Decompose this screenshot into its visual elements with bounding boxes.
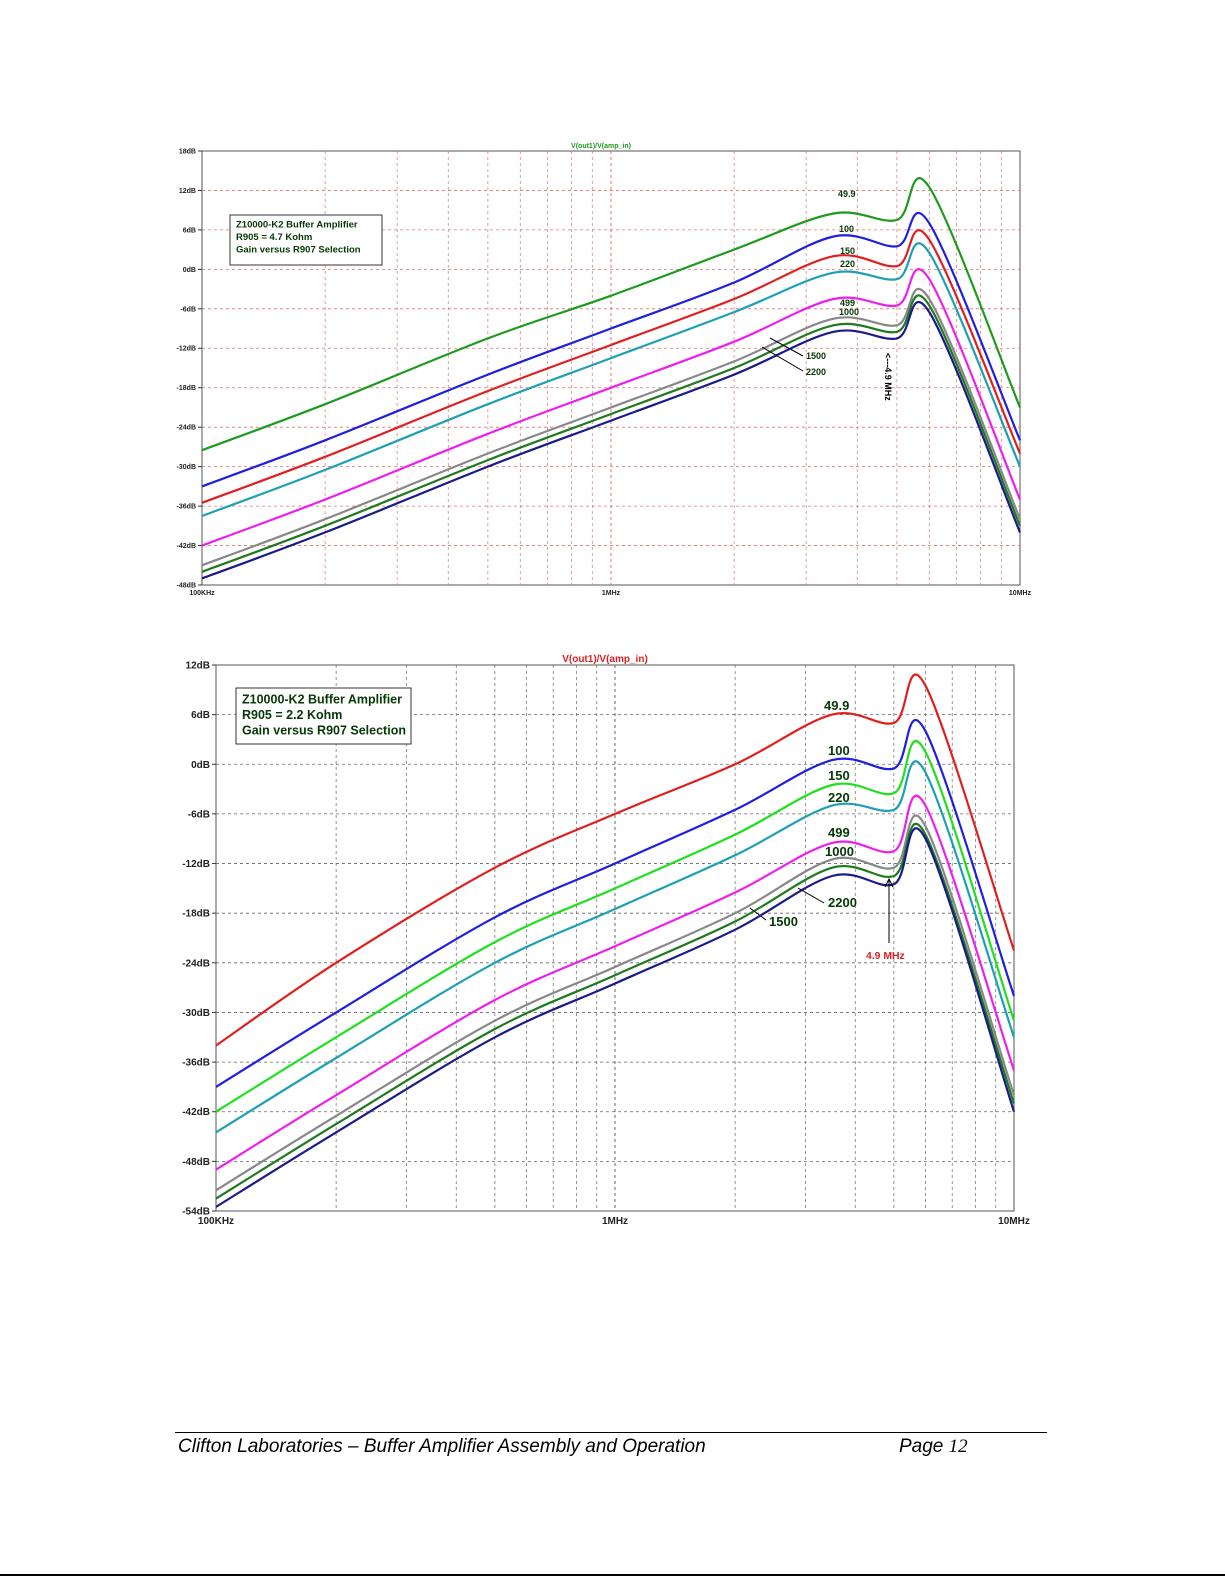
series-label-1000: 1000: [839, 307, 859, 317]
legend-box-line: R905 = 4.7 Kohm: [236, 232, 312, 243]
x-tick-label: 1MHz: [602, 590, 621, 597]
footer-page-number: 12: [948, 1436, 968, 1457]
y-tick-label: -18dB: [177, 385, 196, 392]
series-line-150: [215, 740, 1016, 1113]
series-line-150: [201, 229, 1022, 504]
y-tick-label: -42dB: [177, 543, 196, 550]
series-line-49-9: [215, 673, 1016, 1047]
x-tick-label: 10MHz: [998, 1216, 1030, 1227]
series-line-2200: [201, 301, 1022, 580]
y-tick-label: -30dB: [177, 464, 196, 471]
y-tick-label: -54dB: [182, 1207, 210, 1218]
y-tick-label: 0dB: [183, 267, 196, 274]
chart-title: V(out1)/V(amp_in): [562, 654, 648, 665]
series-line-2200: [215, 827, 1016, 1208]
y-tick-label: -18dB: [182, 909, 210, 920]
page-footer: Clifton Laboratories – Buffer Amplifier …: [178, 1436, 1038, 1462]
series-label-220: 220: [840, 259, 855, 269]
series-label-499: 499: [828, 825, 850, 840]
legend-box-line: Gain versus R907 Selection: [236, 245, 361, 256]
series-label-100: 100: [839, 224, 854, 234]
y-tick-label: -48dB: [177, 582, 196, 589]
series-leader-2200: [797, 887, 825, 904]
y-tick-label: -24dB: [177, 425, 196, 432]
legend-box-line: R905 = 2.2 Kohm: [242, 708, 342, 722]
series-line-1500: [215, 823, 1016, 1200]
y-tick-label: 12dB: [186, 661, 210, 672]
x-tick-label: 10MHz: [1009, 590, 1032, 597]
y-tick-label: 0dB: [191, 760, 210, 771]
y-tick-label: 12dB: [179, 188, 196, 195]
y-tick-label: 6dB: [183, 227, 196, 234]
series-label-499: 499: [840, 298, 855, 308]
series-label-220: 220: [828, 790, 850, 805]
series-label-1500: 1500: [806, 351, 826, 361]
y-tick-label: -36dB: [177, 504, 196, 511]
series-label-49-9: 49.9: [838, 189, 856, 199]
freq-annotation: <---4.9 MHz: [883, 353, 893, 401]
y-tick-label: -36dB: [182, 1058, 210, 1069]
footer-page-label: Page: [899, 1436, 944, 1457]
freq-arrow-head: [884, 877, 894, 888]
y-tick-label: -42dB: [182, 1107, 210, 1118]
series-line-49-9: [201, 177, 1022, 452]
y-tick-label: -48dB: [182, 1157, 210, 1168]
series-leader-1500: [769, 337, 804, 357]
freq-annotation: 4.9 MHz: [866, 951, 905, 962]
y-tick-label: -6dB: [188, 809, 210, 820]
series-label-150: 150: [840, 246, 855, 256]
series-leader-2200: [761, 346, 804, 372]
y-tick-label: -24dB: [182, 958, 210, 969]
y-tick-label: -30dB: [182, 1008, 210, 1019]
series-label-150: 150: [828, 768, 850, 783]
y-tick-label: 18dB: [179, 148, 196, 155]
series-label-2200: 2200: [806, 367, 826, 377]
series-line-100: [201, 212, 1022, 488]
legend-box: [229, 214, 383, 266]
x-tick-label: 100KHz: [189, 590, 215, 597]
y-tick-label: -12dB: [182, 859, 210, 870]
series-label-1500: 1500: [769, 914, 798, 929]
legend-box-line: Z10000-K2 Buffer Amplifier: [236, 220, 358, 231]
series-line-220: [201, 242, 1022, 518]
footer-title: Clifton Laboratories – Buffer Amplifier …: [178, 1436, 706, 1457]
series-line-499: [201, 268, 1022, 547]
x-tick-label: 100KHz: [198, 1216, 234, 1227]
y-tick-label: 6dB: [191, 710, 210, 721]
series-label-2200: 2200: [828, 895, 857, 910]
y-tick-label: -6dB: [180, 306, 196, 313]
series-line-1000: [215, 814, 1016, 1192]
x-tick-label: 1MHz: [602, 1216, 628, 1227]
series-label-49-9: 49.9: [824, 698, 849, 713]
series-label-100: 100: [828, 743, 850, 758]
footer-rule: [175, 1432, 1047, 1433]
legend-box-line: Z10000-K2 Buffer Amplifier: [242, 693, 402, 707]
footer-page: Page 12: [899, 1436, 968, 1458]
chart-title: V(out1)/V(amp_in): [571, 143, 631, 150]
chart-r905-2-2k: 12dB 6dB 0dB -6dB -12dB -18dB -24dB -30dB -36dB -…: [182, 654, 1030, 1227]
y-tick-label: -12dB: [177, 346, 196, 353]
legend-box: [235, 687, 412, 745]
chart-r905-4-7k: 18dB 12dB 6dB 0dB -6dB -12dB -18dB -24dB -30dB -3…: [177, 143, 1032, 597]
series-leader-1500: [749, 907, 767, 921]
series-label-1000: 1000: [825, 844, 854, 859]
series-line-220: [215, 760, 1016, 1134]
bottom-rule: [0, 1574, 1225, 1576]
series-line-100: [215, 719, 1016, 1088]
series-line-1500: [201, 294, 1022, 573]
legend-box-line: Gain versus R907 Selection: [242, 724, 406, 738]
series-line-499: [215, 794, 1016, 1171]
grid-lines: [216, 665, 1014, 1211]
series-line-1000: [201, 288, 1022, 567]
